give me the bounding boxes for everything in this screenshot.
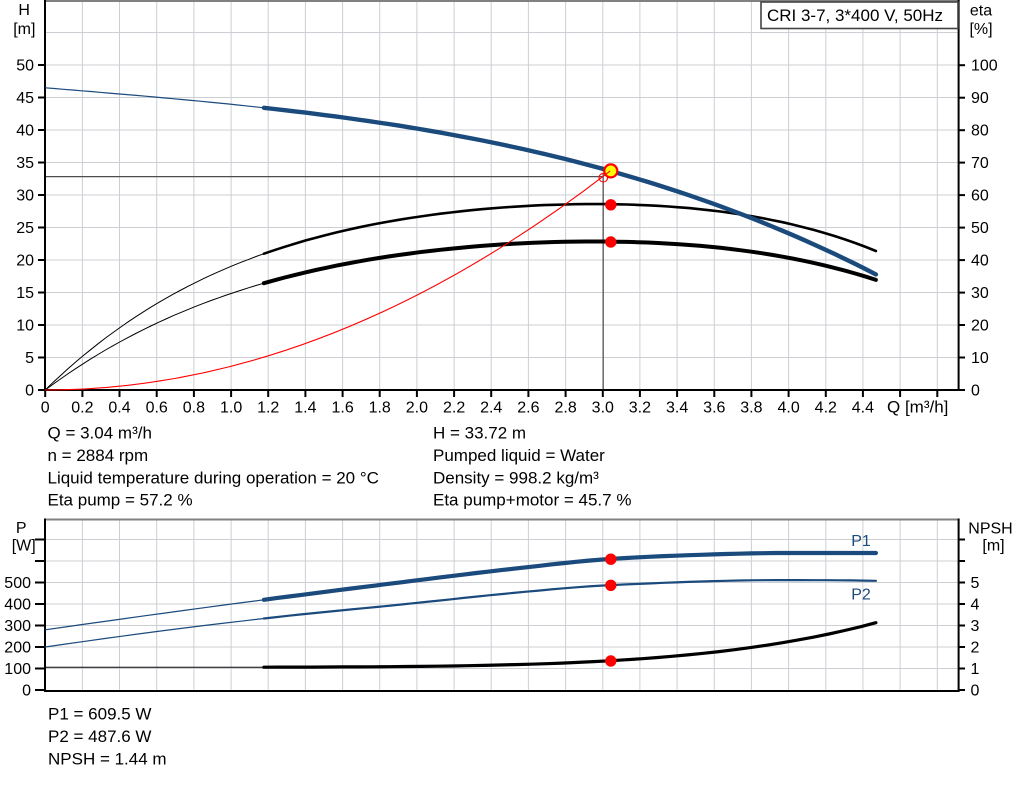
svg-text:[m]: [m] bbox=[13, 21, 35, 38]
svg-text:[W]: [W] bbox=[12, 538, 36, 555]
svg-text:P1: P1 bbox=[851, 533, 871, 550]
svg-text:Pumped liquid = Water: Pumped liquid = Water bbox=[433, 446, 605, 465]
svg-text:0: 0 bbox=[971, 683, 980, 700]
svg-text:0: 0 bbox=[25, 383, 34, 400]
svg-text:5: 5 bbox=[971, 575, 980, 592]
svg-text:4.0: 4.0 bbox=[777, 400, 799, 417]
svg-text:CRI 3-7, 3*400 V, 50Hz: CRI 3-7, 3*400 V, 50Hz bbox=[767, 6, 943, 25]
svg-text:3.8: 3.8 bbox=[740, 400, 762, 417]
svg-text:3.2: 3.2 bbox=[629, 400, 651, 417]
svg-text:NPSH = 1.44 m: NPSH = 1.44 m bbox=[48, 749, 167, 768]
svg-text:400: 400 bbox=[4, 597, 31, 614]
svg-text:P1 = 609.5 W: P1 = 609.5 W bbox=[48, 705, 151, 724]
svg-text:40: 40 bbox=[971, 253, 989, 270]
svg-text:90: 90 bbox=[971, 90, 989, 107]
svg-text:5: 5 bbox=[25, 350, 34, 367]
svg-text:200: 200 bbox=[4, 640, 31, 657]
svg-text:100: 100 bbox=[971, 58, 998, 75]
svg-text:P2: P2 bbox=[851, 587, 871, 604]
svg-text:30: 30 bbox=[16, 188, 34, 205]
svg-text:1.4: 1.4 bbox=[294, 400, 316, 417]
svg-text:1.6: 1.6 bbox=[331, 400, 353, 417]
svg-text:Eta pump+motor = 45.7 %: Eta pump+motor = 45.7 % bbox=[433, 491, 631, 510]
svg-text:0: 0 bbox=[22, 683, 31, 700]
svg-text:300: 300 bbox=[4, 618, 31, 635]
svg-text:4: 4 bbox=[971, 597, 980, 614]
svg-text:100: 100 bbox=[4, 661, 31, 678]
svg-text:eta: eta bbox=[970, 2, 992, 19]
svg-text:3.6: 3.6 bbox=[703, 400, 725, 417]
svg-text:60: 60 bbox=[971, 188, 989, 205]
svg-text:500: 500 bbox=[4, 575, 31, 592]
svg-text:3.4: 3.4 bbox=[666, 400, 688, 417]
svg-text:Eta pump = 57.2 %: Eta pump = 57.2 % bbox=[48, 491, 193, 510]
svg-text:3.0: 3.0 bbox=[592, 400, 614, 417]
svg-text:1.2: 1.2 bbox=[257, 400, 279, 417]
svg-text:35: 35 bbox=[16, 155, 34, 172]
svg-text:0.6: 0.6 bbox=[146, 400, 168, 417]
svg-text:0: 0 bbox=[41, 400, 50, 417]
svg-text:40: 40 bbox=[16, 123, 34, 140]
svg-text:1.8: 1.8 bbox=[369, 400, 391, 417]
svg-text:Density = 998.2 kg/m³: Density = 998.2 kg/m³ bbox=[433, 468, 599, 487]
svg-text:80: 80 bbox=[971, 123, 989, 140]
svg-text:50: 50 bbox=[16, 58, 34, 75]
svg-text:10: 10 bbox=[971, 350, 989, 367]
svg-text:2.4: 2.4 bbox=[480, 400, 502, 417]
svg-text:20: 20 bbox=[971, 318, 989, 335]
svg-text:Q = 3.04 m³/h: Q = 3.04 m³/h bbox=[48, 424, 152, 443]
svg-text:n = 2884 rpm: n = 2884 rpm bbox=[48, 446, 149, 465]
svg-text:[%]: [%] bbox=[969, 21, 992, 38]
svg-text:2.0: 2.0 bbox=[406, 400, 428, 417]
svg-text:2.8: 2.8 bbox=[554, 400, 576, 417]
svg-text:15: 15 bbox=[16, 285, 34, 302]
svg-text:20: 20 bbox=[16, 253, 34, 270]
svg-text:2: 2 bbox=[971, 640, 980, 657]
svg-text:[m]: [m] bbox=[982, 538, 1004, 555]
svg-text:P: P bbox=[16, 520, 27, 537]
svg-text:Liquid temperature during oper: Liquid temperature during operation = 20… bbox=[48, 468, 379, 487]
svg-text:1: 1 bbox=[971, 661, 980, 678]
svg-text:10: 10 bbox=[16, 318, 34, 335]
svg-text:NPSH: NPSH bbox=[968, 521, 1012, 538]
svg-text:4.2: 4.2 bbox=[815, 400, 837, 417]
svg-text:Q [m³/h]: Q [m³/h] bbox=[887, 398, 948, 417]
svg-text:70: 70 bbox=[971, 155, 989, 172]
svg-text:50: 50 bbox=[971, 220, 989, 237]
svg-text:H = 33.72 m: H = 33.72 m bbox=[433, 424, 526, 443]
svg-text:1.0: 1.0 bbox=[220, 400, 242, 417]
svg-text:30: 30 bbox=[971, 285, 989, 302]
svg-text:0.8: 0.8 bbox=[183, 400, 205, 417]
svg-text:45: 45 bbox=[16, 90, 34, 107]
svg-text:4.4: 4.4 bbox=[852, 400, 874, 417]
svg-text:0.4: 0.4 bbox=[108, 400, 130, 417]
svg-text:2.2: 2.2 bbox=[443, 400, 465, 417]
svg-text:0.2: 0.2 bbox=[71, 400, 93, 417]
svg-text:25: 25 bbox=[16, 220, 34, 237]
svg-text:H: H bbox=[18, 2, 30, 19]
svg-text:0: 0 bbox=[971, 383, 980, 400]
svg-text:P2 = 487.6 W: P2 = 487.6 W bbox=[48, 727, 151, 746]
svg-text:2.6: 2.6 bbox=[517, 400, 539, 417]
svg-text:3: 3 bbox=[971, 618, 980, 635]
